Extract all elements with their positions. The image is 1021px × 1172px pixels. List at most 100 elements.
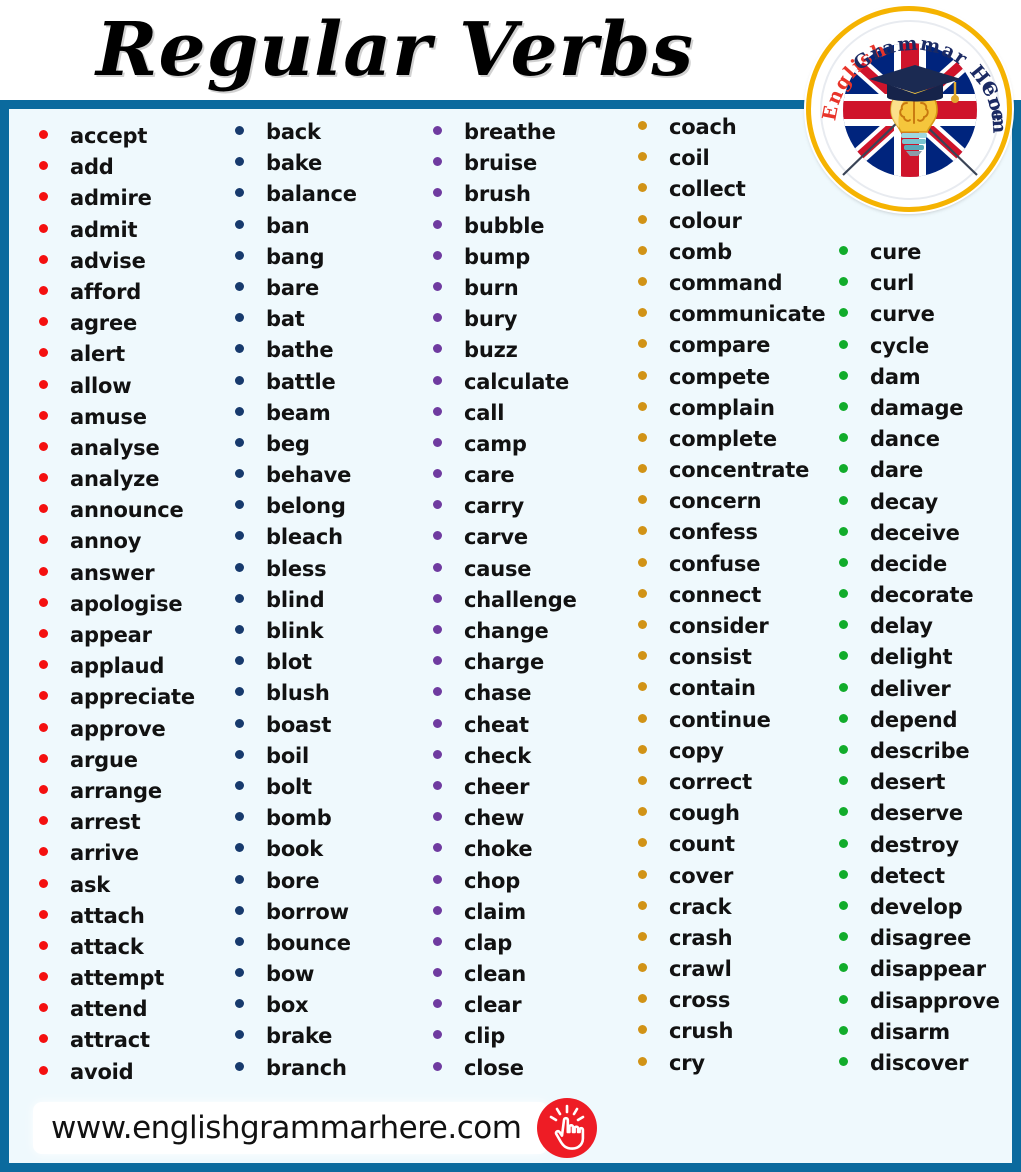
list-item: compare <box>626 330 827 361</box>
verb-word: consist <box>669 645 752 670</box>
list-item: cause <box>421 554 626 585</box>
list-item: deserve <box>827 798 1012 829</box>
verb-word: crush <box>669 1019 734 1044</box>
list-item: discover <box>827 1048 1012 1079</box>
list-item: attract <box>27 1025 223 1056</box>
list-item: compete <box>626 362 827 393</box>
bullet-icon <box>39 441 48 451</box>
bullet-icon <box>39 379 48 389</box>
list-item: command <box>626 268 827 299</box>
list-item: contain <box>626 673 827 704</box>
list-item: alert <box>27 339 223 370</box>
bullet-icon <box>39 691 48 701</box>
verb-word: brush <box>464 182 531 207</box>
bullet-icon <box>39 130 48 139</box>
click-hand-icon[interactable] <box>537 1098 597 1158</box>
list-item: disappear <box>827 954 1012 985</box>
list-item: destroy <box>827 830 1012 861</box>
graduation-cap-icon <box>869 65 961 103</box>
list-item: bounce <box>223 928 421 959</box>
bullet-icon <box>39 504 48 514</box>
list-item: clip <box>421 1021 626 1052</box>
list-item: consider <box>626 611 827 642</box>
bullet-icon <box>638 651 647 661</box>
bullet-icon <box>235 1030 244 1040</box>
verb-word: contain <box>669 676 756 701</box>
verb-word: analyse <box>70 435 160 460</box>
bullet-icon <box>433 843 442 853</box>
list-item: bore <box>223 866 421 897</box>
list-item: crack <box>626 892 827 923</box>
verb-word: advise <box>70 248 146 273</box>
verb-word: coach <box>669 115 737 139</box>
bullet-icon <box>235 812 244 822</box>
bullet-icon <box>433 531 442 541</box>
list-item: bang <box>223 242 421 273</box>
verb-word: arrive <box>70 841 139 866</box>
verb-column-4: coach coil collect colour comb command c… <box>626 112 827 1079</box>
verb-word: bump <box>464 244 531 269</box>
list-item: bomb <box>223 803 421 834</box>
bullet-icon <box>433 281 442 291</box>
bullet-icon <box>433 313 442 323</box>
bullet-icon <box>235 406 244 416</box>
list-item: dare <box>827 455 1012 486</box>
verb-word: bruise <box>464 151 538 176</box>
verb-word: bless <box>266 556 327 581</box>
verb-word: destroy <box>870 832 959 857</box>
verb-word: blink <box>266 619 324 643</box>
bullet-icon <box>433 375 442 385</box>
verb-word: announce <box>70 498 184 523</box>
verb-word: carve <box>464 525 528 550</box>
list-item: coach <box>626 112 827 143</box>
list-item: brush <box>421 179 626 210</box>
list-item: collect <box>626 174 827 205</box>
list-item: carry <box>421 491 626 522</box>
site-url-plate[interactable]: www.englishgrammarhere.com <box>33 1102 548 1154</box>
bullet-icon <box>39 972 48 982</box>
list-item: amuse <box>27 402 223 433</box>
bullet-icon <box>433 188 442 198</box>
verb-word: argue <box>70 747 138 772</box>
verb-word: chase <box>464 681 532 706</box>
bullet-icon <box>839 651 848 661</box>
list-item: call <box>421 398 626 429</box>
bullet-icon <box>638 401 647 411</box>
list-item: beg <box>223 429 421 460</box>
list-item: branch <box>223 1053 421 1084</box>
list-item: arrive <box>27 838 223 869</box>
site-logo-badge[interactable]: English Grammar Here .Com <box>806 6 1012 212</box>
list-item: detect <box>827 861 1012 892</box>
bullet-icon <box>433 1061 442 1071</box>
list-item: approve <box>27 714 223 745</box>
bullet-icon <box>638 432 647 442</box>
verb-word: amuse <box>70 404 147 429</box>
verb-word: bat <box>266 307 305 332</box>
list-item: beam <box>223 398 421 429</box>
verb-word: count <box>669 832 735 857</box>
verb-word: avoid <box>70 1059 134 1084</box>
bullet-icon <box>638 994 647 1004</box>
verb-word: balance <box>266 182 357 207</box>
verb-word: blush <box>266 681 330 706</box>
list-item: calculate <box>421 367 626 398</box>
bullet-icon <box>39 566 48 576</box>
list-item: decorate <box>827 580 1012 611</box>
bullet-icon <box>638 869 647 879</box>
bullet-icon <box>638 963 647 973</box>
list-item: arrest <box>27 807 223 838</box>
verb-column-1: accept add admire admit advise afford ag… <box>27 121 223 1088</box>
verb-word: correct <box>669 769 752 794</box>
verb-word: concentrate <box>669 458 810 483</box>
verb-word: disarm <box>870 1019 950 1044</box>
verb-word: check <box>464 743 532 768</box>
verb-word: consider <box>669 614 769 638</box>
verb-word: choke <box>464 837 533 862</box>
list-item: admit <box>27 215 223 246</box>
list-item: ban <box>223 211 421 242</box>
bullet-icon <box>235 562 244 572</box>
list-item: battle <box>223 367 421 398</box>
verb-word: dam <box>870 364 921 389</box>
verb-word: decorate <box>870 583 974 608</box>
verb-word: communicate <box>669 302 826 327</box>
